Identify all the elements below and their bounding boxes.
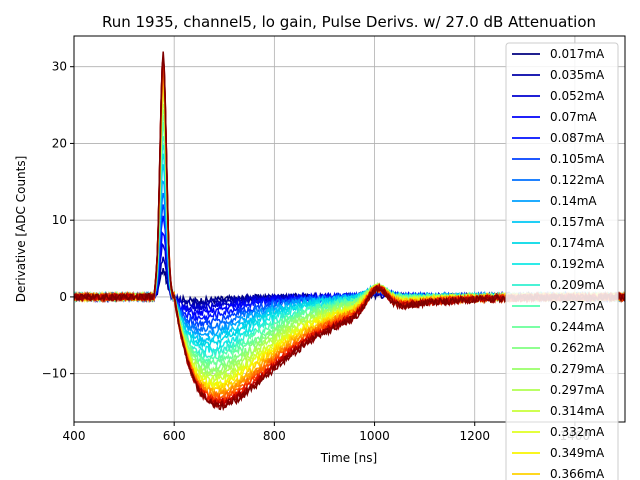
legend-entry: 0.017mA bbox=[550, 47, 605, 61]
legend-entry: 0.297mA bbox=[550, 383, 605, 397]
legend-entry: 0.332mA bbox=[550, 425, 605, 439]
axes-frame bbox=[73, 35, 626, 423]
legend-entry: 0.366mA bbox=[550, 467, 605, 480]
legend-entry: 0.314mA bbox=[550, 404, 605, 418]
y-tick-label: −10 bbox=[42, 367, 67, 381]
legend: 0.017mA 0.035mA 0.052mA 0.07mA 0.087mA 0.105m… bbox=[505, 42, 619, 480]
x-tick-label: 600 bbox=[163, 429, 186, 443]
y-tick-label: 30 bbox=[52, 60, 67, 74]
legend-entry: 0.052mA bbox=[550, 89, 605, 103]
y-axis-label: Derivative [ADC Counts] bbox=[14, 156, 28, 303]
x-tick-label: 1000 bbox=[359, 429, 390, 443]
x-tick-label: 800 bbox=[263, 429, 286, 443]
legend-box bbox=[505, 42, 619, 480]
y-tick-label: 0 bbox=[59, 290, 67, 304]
legend-entry: 0.035mA bbox=[550, 68, 605, 82]
x-tick-label: 1200 bbox=[459, 429, 490, 443]
legend-entry: 0.105mA bbox=[550, 152, 605, 166]
legend-entry: 0.209mA bbox=[550, 278, 605, 292]
legend-entry: 0.349mA bbox=[550, 446, 605, 460]
legend-entry: 0.227mA bbox=[550, 299, 605, 313]
legend-entry: 0.087mA bbox=[550, 131, 605, 145]
y-ticks: −10 0 10 20 30 bbox=[42, 60, 74, 381]
x-tick-label: 400 bbox=[63, 429, 86, 443]
legend-entry: 0.279mA bbox=[550, 362, 605, 376]
y-tick-label: 20 bbox=[52, 136, 67, 150]
chart-title: Run 1935, channel5, lo gain, Pulse Deriv… bbox=[102, 13, 596, 31]
x-axis-label: Time [ns] bbox=[320, 451, 377, 465]
legend-entry: 0.122mA bbox=[550, 173, 605, 187]
legend-entry: 0.157mA bbox=[550, 215, 605, 229]
legend-entry: 0.192mA bbox=[550, 257, 605, 271]
legend-entry: 0.262mA bbox=[550, 341, 605, 355]
y-tick-label: 10 bbox=[52, 213, 67, 227]
legend-entry: 0.174mA bbox=[550, 236, 605, 250]
legend-entry: 0.244mA bbox=[550, 320, 605, 334]
legend-entry: 0.07mA bbox=[550, 110, 597, 124]
legend-entry: 0.14mA bbox=[550, 194, 597, 208]
